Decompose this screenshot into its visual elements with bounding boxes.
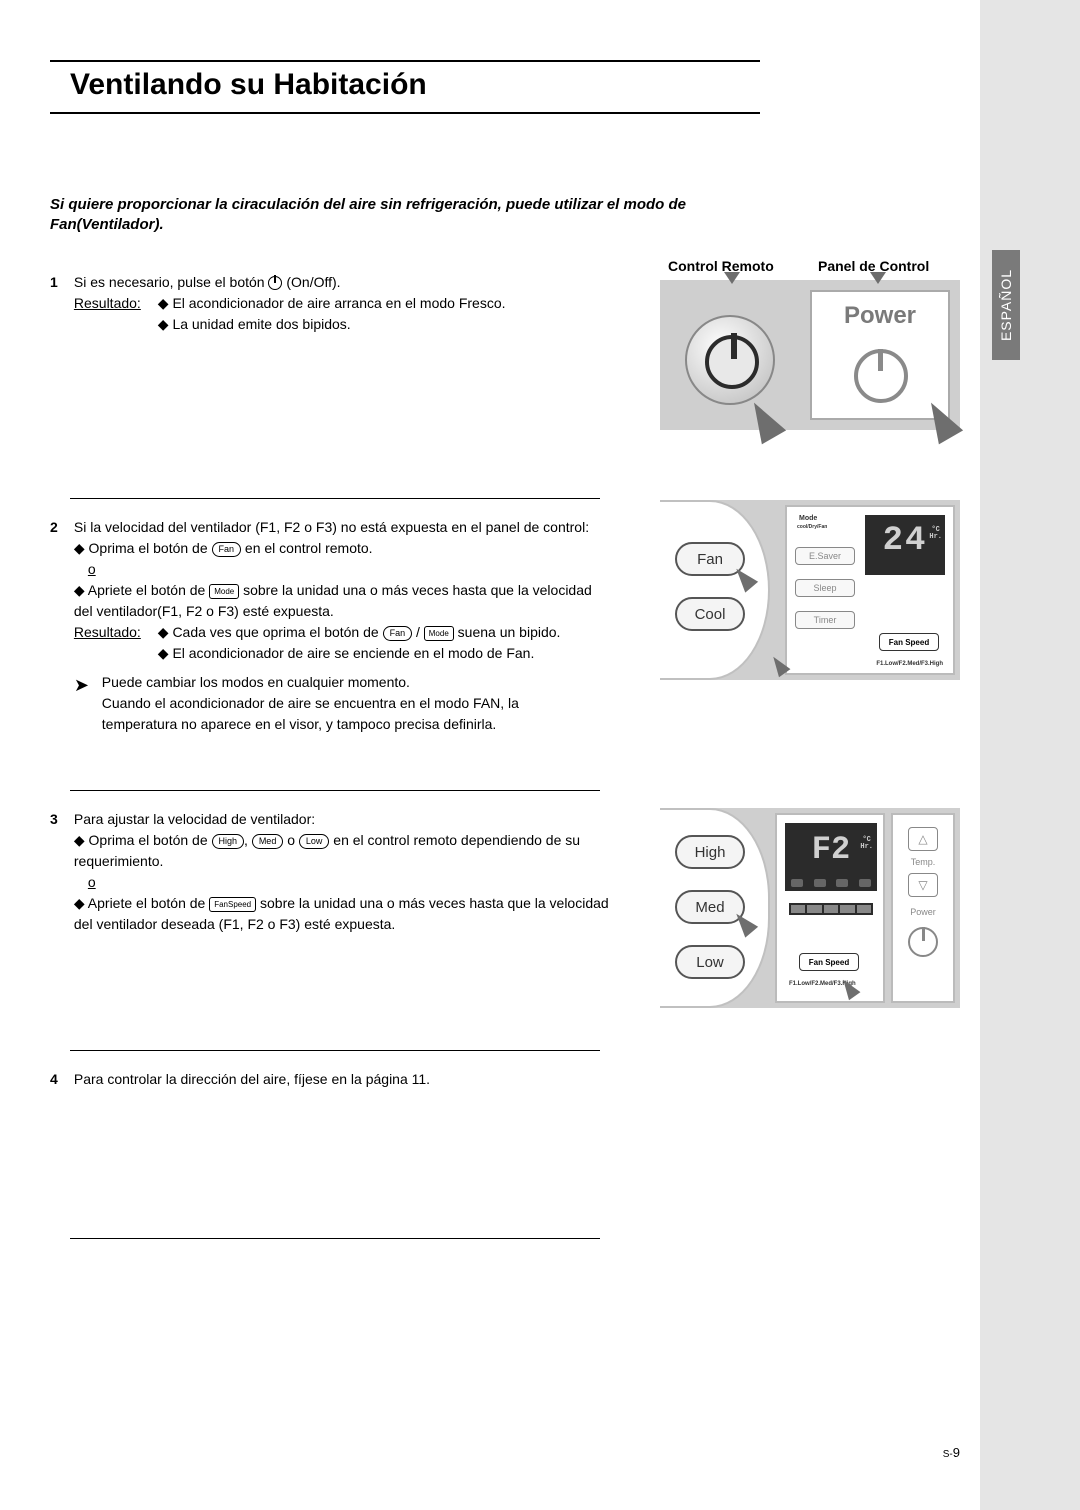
resultado-label: Resultado: — [74, 293, 154, 314]
step-number: 4 — [50, 1069, 70, 1090]
step3-line1: Para ajustar la velocidad de ventilador: — [74, 811, 315, 827]
mode-icons — [791, 879, 871, 887]
note-arrow-icon: ➤ — [74, 672, 98, 699]
temp-label: Temp. — [893, 857, 953, 867]
temp-panel: △ Temp. ▽ Power — [891, 813, 955, 1003]
fan-pill-icon: Fan — [212, 542, 242, 557]
header-remote: Control Remoto — [668, 258, 774, 274]
language-tab: ESPAÑOL — [992, 250, 1020, 360]
fanspeed-button: Fan Speed — [799, 953, 859, 971]
step-number: 1 — [50, 272, 70, 293]
step-4: 4 Para controlar la dirección del aire, … — [50, 1050, 620, 1257]
panel-power-box: Power — [810, 290, 950, 420]
remote-side: High Med Low — [660, 808, 770, 1008]
step-1: 1 Si es necesario, pulse el botón (On/Of… — [50, 272, 620, 335]
display-panel: F2 °CHr. Fan Speed F1.Low/F2.Med/F3.High — [775, 813, 885, 1003]
med-pill-icon: Med — [252, 834, 284, 849]
speed-bars — [789, 903, 873, 915]
remote-cool-button: Cool — [675, 597, 745, 631]
step4-text: Para controlar la dirección del aire, fí… — [74, 1069, 614, 1090]
result-bullet: El acondicionador de aire arranca en el … — [158, 295, 506, 311]
mode-pill-icon: Mode — [209, 584, 239, 599]
remote-low-button: Low — [675, 945, 745, 979]
or-label: o — [88, 561, 96, 577]
step-number: 3 — [50, 809, 70, 830]
step-3: 3 Para ajustar la velocidad de ventilado… — [50, 790, 620, 935]
intro-text: Si quiere proporcionar la ciraculación d… — [50, 195, 740, 236]
result-bullet: La unidad emite dos bipidos. — [158, 316, 351, 332]
hand-pointer-icon — [742, 396, 786, 445]
power-label: Power — [812, 302, 948, 330]
figure-power-buttons: Power — [660, 280, 960, 430]
power-icon — [268, 276, 282, 290]
figure-fan-speed: High Med Low F2 °CHr. Fan Speed F1.Low/F… — [660, 808, 960, 1008]
timer-button: Timer — [795, 611, 855, 629]
mode-label: Mode — [799, 515, 817, 522]
step-number: 2 — [50, 517, 70, 538]
fanspeed-pill-icon: FanSpeed — [209, 897, 256, 912]
figure-fan-mode: Fan Cool Mode cool/Dry/Fan E.Saver Sleep… — [660, 500, 960, 680]
power-label: Power — [893, 907, 953, 917]
power-icon — [908, 927, 938, 957]
sleep-button: Sleep — [795, 579, 855, 597]
temp-up-button: △ — [908, 827, 938, 851]
fanspeed-sub: F1.Low/F2.Med/F3.High — [876, 661, 943, 667]
step3-bullet: Apriete el botón de FanSpeed sobre la un… — [74, 895, 609, 932]
or-label: o — [88, 874, 96, 890]
pointer-icon — [724, 272, 740, 284]
page-number: S-9 — [943, 1445, 960, 1460]
page-title: Ventilando su Habitación — [50, 60, 760, 114]
control-panel: Mode cool/Dry/Fan E.Saver Sleep Timer 24… — [785, 505, 955, 675]
display-f2: F2 °CHr. — [785, 823, 877, 891]
fanspeed-button: Fan Speed — [879, 633, 939, 651]
display-24: 24°CHr. — [865, 515, 945, 575]
low-pill-icon: Low — [299, 834, 330, 849]
step-2: 2 Si la velocidad del ventilador (F1, F2… — [50, 498, 620, 735]
temp-down-button: ▽ — [908, 873, 938, 897]
step2-bullet: Oprima el botón de Fan en el control rem… — [74, 540, 373, 556]
remote-power-button — [685, 315, 775, 405]
step2-line1: Si la velocidad del ventilador (F1, F2 o… — [74, 519, 589, 535]
resultado-label: Resultado: — [74, 622, 154, 643]
result-bullet: Cada ves que oprima el botón de Fan / Mo… — [158, 624, 561, 640]
remote-side: Fan Cool — [660, 500, 770, 680]
high-pill-icon: High — [212, 834, 245, 849]
power-icon — [854, 349, 908, 403]
step3-bullet: Oprima el botón de High, Med o Low en el… — [74, 832, 580, 869]
note-text: Puede cambiar los modos en cualquier mom… — [102, 672, 552, 735]
mode-sub-label: cool/Dry/Fan — [797, 524, 827, 530]
esaver-button: E.Saver — [795, 547, 855, 565]
step2-bullet: Apriete el botón de Mode sobre la unidad… — [74, 582, 592, 619]
result-bullet: El acondicionador de aire se enciende en… — [158, 645, 535, 661]
pointer-icon — [870, 272, 886, 284]
fan-pill-icon: Fan — [383, 626, 413, 641]
power-icon — [705, 335, 759, 389]
right-margin-band — [980, 0, 1080, 1510]
mode-pill-icon: Mode — [424, 626, 454, 641]
step1-text: Si es necesario, pulse el botón (On/Off)… — [74, 274, 341, 290]
remote-high-button: High — [675, 835, 745, 869]
